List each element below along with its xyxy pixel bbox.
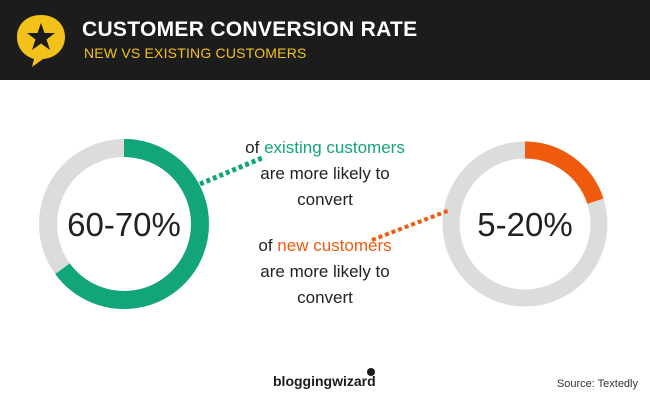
caption-new-line2: are more likely to	[260, 262, 390, 281]
header-bar: CUSTOMER CONVERSION RATE NEW VS EXISTING…	[0, 0, 650, 80]
caption-new-customers: of new customers are more likely to conv…	[216, 233, 434, 311]
brand-logo: bloggingwizard	[273, 373, 376, 389]
connector-existing	[199, 155, 263, 187]
donut-new-arc	[524, 141, 604, 205]
donut-existing-value-label: 60-70%	[67, 206, 181, 243]
donut-existing-customers: 60-70%	[39, 139, 209, 309]
caption-existing-line2: are more likely to	[260, 164, 390, 183]
donut-existing-arc	[55, 139, 209, 309]
chart-subtitle: NEW VS EXISTING CUSTOMERS	[84, 45, 307, 61]
donut-new-customers: 5-20%	[442, 141, 608, 307]
caption-existing-prefix: of	[245, 138, 265, 157]
star-speech-bubble-icon	[17, 15, 65, 67]
caption-existing-line3: convert	[297, 190, 353, 209]
source-note: Source: Textedly	[556, 378, 638, 390]
caption-new-prefix: of	[258, 236, 278, 255]
chart-title: CUSTOMER CONVERSION RATE	[82, 18, 418, 41]
caption-existing-customers: of existing customers are more likely to…	[216, 135, 434, 213]
brand-mark-icon	[367, 368, 375, 376]
caption-new-highlight: new customers	[277, 236, 392, 255]
donut-charts: 60-70% 5-20%	[39, 139, 608, 309]
caption-existing-highlight: existing customers	[264, 138, 405, 157]
donut-new-value-label: 5-20%	[477, 206, 572, 243]
caption-new-line3: convert	[297, 288, 353, 307]
